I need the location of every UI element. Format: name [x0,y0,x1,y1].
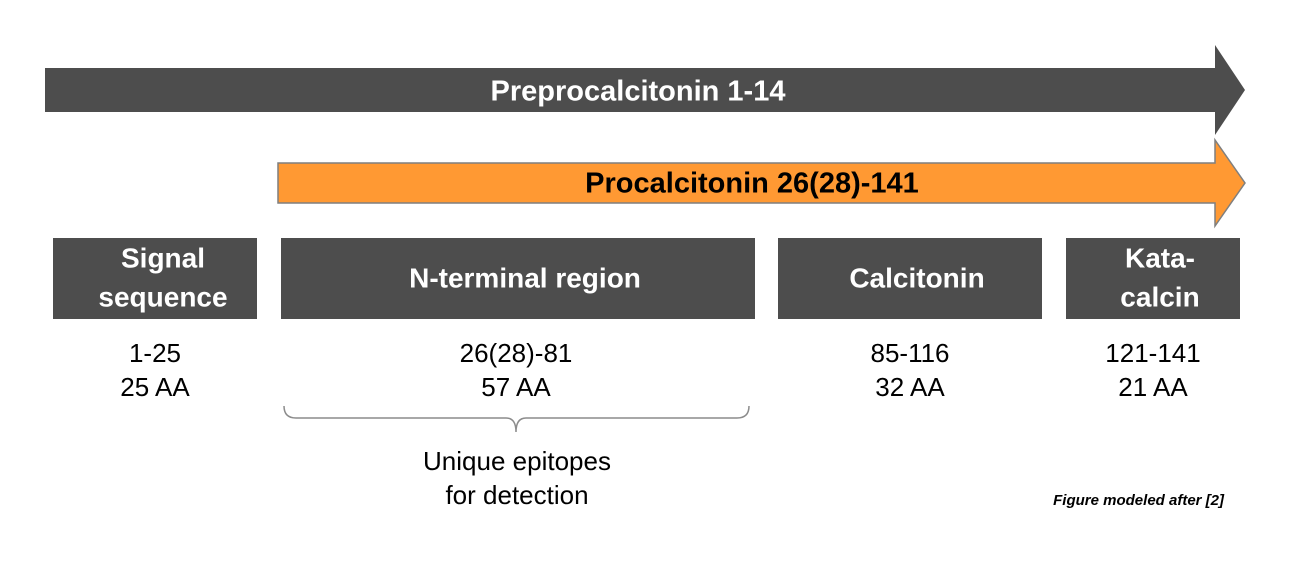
segment-label: Signal [121,242,205,273]
segment-label: Calcitonin [849,262,984,293]
segment-length: 32 AA [875,372,945,402]
note: Unique epitopes [423,446,611,476]
segment-range: 121-141 [1105,338,1200,368]
bracket [283,405,750,433]
arrow-label: Preprocalcitonin 1-14 [491,76,786,108]
preprocalcitonin-arrow [45,45,1245,135]
segment-label: Kata- [1125,242,1195,273]
caption: Figure modeled after [2] [1053,492,1225,509]
segment-length: 25 AA [120,372,190,402]
segment-label: calcin [1120,281,1199,312]
procalcitonin-arrow [277,137,1246,229]
segment-range: 1-25 [129,338,181,368]
segment-label: sequence [98,281,227,312]
segment-label: N-terminal region [409,262,641,293]
segment-length: 57 AA [481,372,551,402]
segment-box [281,238,755,319]
note: for detection [445,480,588,510]
segment-length: 21 AA [1118,372,1188,402]
arrow-label: Procalcitonin 26(28)-141 [585,168,919,200]
segment-range: 85-116 [870,338,949,368]
segment-box [778,238,1042,319]
segment-box [1066,238,1240,319]
segment-range: 26(28)-81 [460,338,573,368]
segment-box [53,238,257,319]
